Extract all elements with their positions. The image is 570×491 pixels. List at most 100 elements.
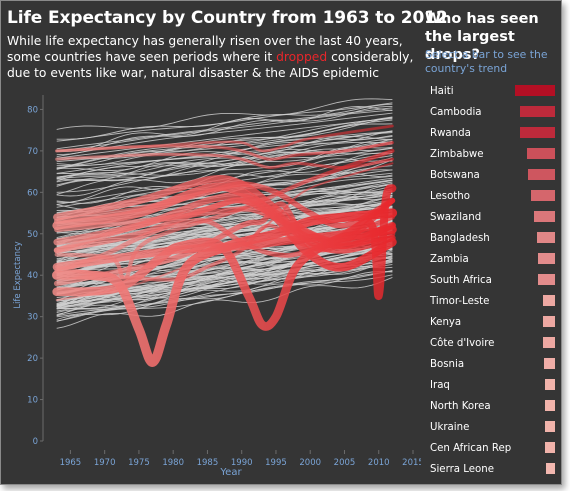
country-line[interactable] (56, 130, 393, 166)
country-line[interactable] (56, 106, 393, 152)
y-tick-label: 30 (27, 313, 38, 323)
bar-label: Ukraine (430, 422, 469, 433)
drop-bar[interactable] (543, 295, 555, 306)
bar-row[interactable]: Bosnia (430, 358, 555, 370)
country-line[interactable] (56, 276, 393, 329)
country-line[interactable] (56, 271, 393, 320)
drop-bar[interactable] (531, 190, 555, 201)
x-tick-label: 1970 (94, 458, 116, 468)
country-line[interactable] (56, 117, 393, 159)
drop-bar[interactable] (537, 232, 555, 243)
country-line[interactable] (56, 246, 393, 305)
country-line[interactable] (56, 141, 393, 178)
drop-bar[interactable] (515, 85, 555, 96)
bar-row[interactable]: Swaziland (430, 211, 555, 223)
bar-label: Kenya (430, 317, 461, 328)
highlighted-country-line[interactable] (54, 214, 395, 274)
bar-label: Cambodia (430, 107, 482, 118)
subtitle-text-start: While life expectancy has generally rise… (7, 34, 403, 64)
bar-rows: Haiti Cambodia Rwanda Zimbabwe Botswana Lesot… (429, 85, 555, 475)
country-line[interactable] (56, 157, 393, 203)
y-tick-label: 10 (27, 396, 38, 406)
bar-label: Sierra Leone (430, 464, 494, 475)
drop-bar[interactable] (545, 379, 555, 390)
bar-row[interactable]: Zimbabwe (430, 148, 555, 160)
country-line[interactable] (56, 202, 393, 252)
drop-bar[interactable] (528, 169, 555, 180)
highlighted-country-line[interactable] (55, 141, 394, 161)
drop-bar[interactable] (527, 148, 555, 159)
country-line[interactable] (56, 135, 393, 171)
bar-row[interactable]: Timor-Leste (429, 295, 555, 307)
highlighted-country-line[interactable] (54, 223, 395, 282)
country-line[interactable] (56, 258, 393, 316)
bar-row[interactable]: Ukraine (430, 421, 555, 433)
bar-label: Swaziland (430, 212, 481, 223)
country-line[interactable] (56, 203, 393, 247)
highlighted-country-line[interactable] (52, 208, 398, 367)
highlighted-country-line[interactable] (54, 148, 395, 282)
country-line[interactable] (56, 98, 393, 130)
y-tick-label: 20 (27, 354, 38, 364)
drop-bar[interactable] (544, 358, 555, 369)
largest-drops-bar-chart: Haiti Cambodia Rwanda Zimbabwe Botswana Lesot… (429, 85, 555, 475)
x-tick-label: 1975 (128, 458, 150, 468)
bar-label: Timor-Leste (429, 296, 489, 307)
x-tick-label: 1965 (60, 458, 82, 468)
bar-row[interactable]: South Africa (430, 274, 555, 286)
bar-label: Rwanda (430, 128, 471, 139)
bar-row[interactable]: Botswana (430, 169, 555, 181)
y-tick-label: 40 (27, 271, 38, 281)
bar-row[interactable]: North Korea (430, 400, 555, 412)
drop-bar[interactable] (545, 400, 555, 411)
drop-bar[interactable] (538, 274, 555, 285)
country-line[interactable] (56, 143, 393, 193)
bar-row[interactable]: Kenya (430, 316, 555, 328)
x-tick-label: 2005 (334, 458, 356, 468)
x-tick-label: 1990 (231, 458, 253, 468)
drop-bar[interactable] (538, 253, 555, 264)
x-axis: 1965 1970 1975 1980 1985 1990 1995 2000 2005 2010… (60, 450, 421, 468)
x-tick-label: 2015 (402, 458, 421, 468)
country-line[interactable] (56, 201, 393, 253)
highlighted-country-line[interactable] (53, 197, 396, 254)
drop-bar[interactable] (543, 316, 555, 327)
bar-label: North Korea (430, 401, 491, 412)
y-tick-label: 0 (33, 437, 38, 447)
bar-row[interactable]: Zambia (430, 253, 555, 265)
bar-label: South Africa (430, 275, 492, 286)
bar-row[interactable]: Rwanda (430, 127, 555, 139)
country-line[interactable] (56, 270, 393, 322)
bar-row[interactable]: Haiti (430, 85, 555, 97)
bar-row[interactable]: Côte d'Ivoire (430, 337, 555, 349)
drop-bar[interactable] (545, 421, 555, 432)
x-tick-label: 2010 (368, 458, 390, 468)
drop-bar[interactable] (534, 211, 555, 222)
highlighted-country-line[interactable] (53, 181, 396, 229)
drop-bar[interactable] (545, 442, 555, 453)
country-line[interactable] (56, 147, 393, 180)
bar-row[interactable]: Bangladesh (430, 232, 555, 244)
bar-label: Zambia (430, 254, 469, 265)
bar-row[interactable]: Lesotho (430, 190, 555, 202)
drop-bar[interactable] (520, 127, 555, 138)
page-subtitle: While life expectancy has generally rise… (7, 33, 417, 81)
bar-row[interactable]: Sierra Leone (430, 463, 555, 475)
country-line[interactable] (56, 105, 393, 156)
dashboard-panel: Life Expectancy by Country from 1963 to … (0, 0, 562, 485)
country-line[interactable] (56, 107, 393, 150)
highlighted-country-line[interactable] (55, 152, 394, 170)
bar-row[interactable]: Cambodia (430, 106, 555, 118)
bar-row[interactable]: Iraq (430, 379, 555, 391)
drop-bar[interactable] (520, 106, 555, 117)
y-tick-label: 70 (27, 147, 38, 157)
country-line[interactable] (56, 130, 393, 174)
y-axis-label: Life Expectancy (13, 241, 23, 308)
bar-row[interactable]: Cen African Rep (430, 442, 555, 454)
drop-bar[interactable] (543, 337, 555, 348)
drop-bar[interactable] (546, 463, 555, 474)
x-tick-label: 1985 (197, 458, 219, 468)
bar-label: Botswana (430, 170, 480, 181)
y-tick-label: 50 (27, 230, 38, 240)
